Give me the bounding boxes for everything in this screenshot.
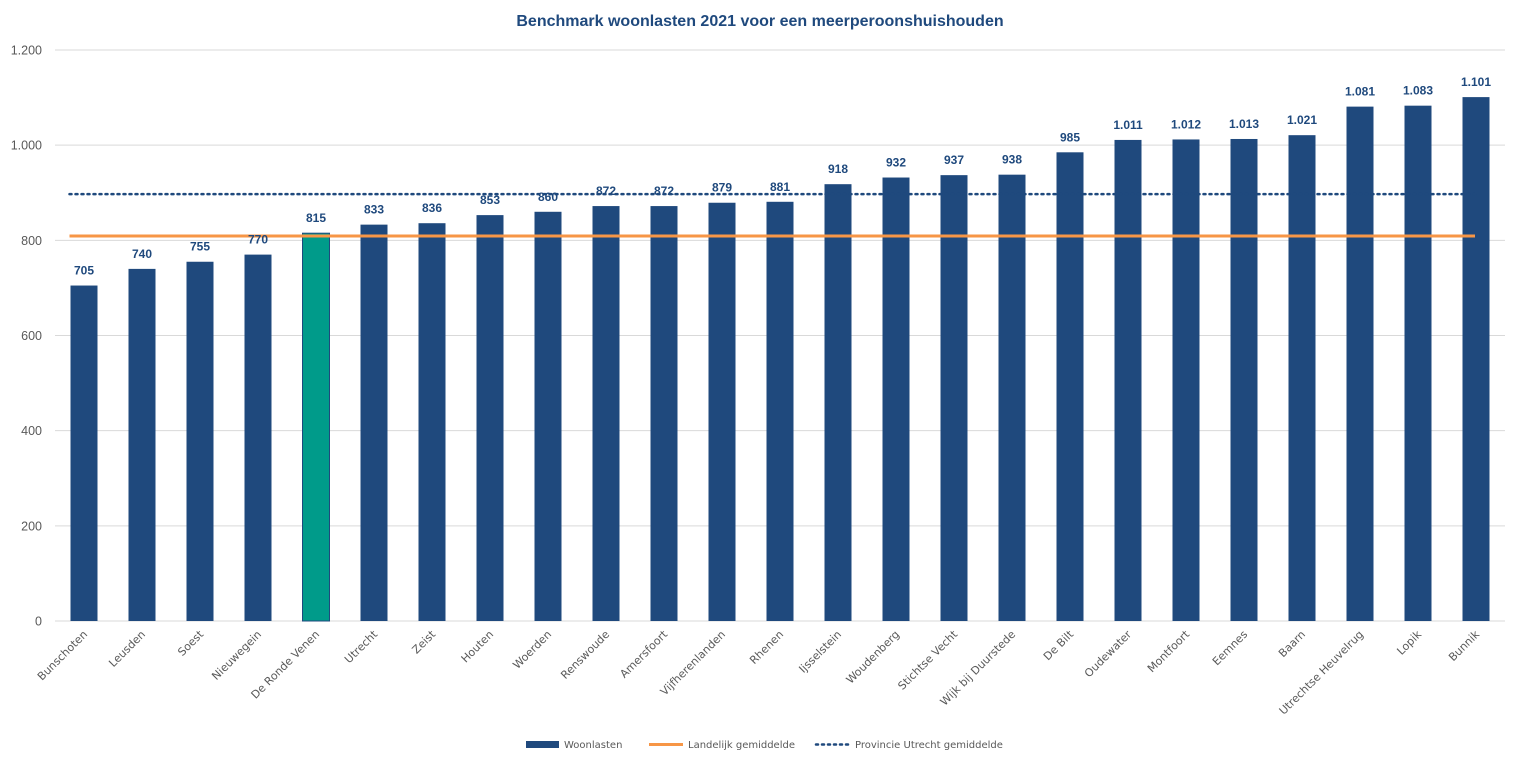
x-tick-label: Nieuwegein <box>209 628 264 683</box>
bar-houten <box>476 215 504 621</box>
y-tick-label: 400 <box>21 424 42 438</box>
x-tick-label: Zeist <box>410 627 439 656</box>
bar-nieuwegein <box>244 254 272 621</box>
x-tick-label: Woerden <box>510 628 554 672</box>
data-label: 755 <box>190 240 210 254</box>
bar-bunschoten <box>70 285 98 621</box>
legend-label-woonlasten: Woonlasten <box>564 740 622 751</box>
x-tick-label: De Bilt <box>1041 627 1077 663</box>
legend-swatch-woonlasten <box>526 741 559 748</box>
data-label: 833 <box>364 203 384 217</box>
data-label: 881 <box>770 180 790 194</box>
reference-lines <box>68 192 1477 238</box>
legend-label-landelijk: Landelijk gemiddelde <box>688 740 795 751</box>
x-tick-label: Leusden <box>106 628 148 670</box>
bar-ijsselstein <box>824 184 852 621</box>
bar-oudewater <box>1114 139 1142 621</box>
data-label: 815 <box>306 211 326 225</box>
y-tick-label: 800 <box>21 234 42 248</box>
data-label: 1.083 <box>1403 84 1433 98</box>
bar-leusden <box>128 268 156 621</box>
x-tick-label: Ijsselstein <box>796 628 844 676</box>
data-label: 879 <box>712 181 732 195</box>
bar-baarn <box>1288 135 1316 621</box>
data-label: 1.012 <box>1171 117 1201 131</box>
y-tick-label: 1.200 <box>11 44 42 58</box>
x-tick-label: Rhenen <box>747 628 786 667</box>
bar-de-ronde-venen <box>302 232 330 622</box>
bar-soest <box>186 261 214 621</box>
y-tick-label: 200 <box>21 519 42 533</box>
bar-eemnes <box>1230 138 1258 621</box>
bar-stichtse-vecht <box>940 175 968 621</box>
data-label: 1.081 <box>1345 85 1375 99</box>
bar-rhenen <box>766 201 794 621</box>
chart-title: Benchmark woonlasten 2021 voor een meerp… <box>516 13 1003 30</box>
x-tick-label: Montfoort <box>1145 627 1193 675</box>
bar-montfoort <box>1172 139 1200 621</box>
data-label: 872 <box>654 184 674 198</box>
bar-de-bilt <box>1056 152 1084 621</box>
y-tick-label: 0 <box>35 615 42 629</box>
data-label: 770 <box>248 233 268 247</box>
data-label: 872 <box>596 184 616 198</box>
x-tick-label: Stichtse Vecht <box>895 627 960 692</box>
bar-lopik <box>1404 105 1432 622</box>
x-tick-label: Houten <box>459 628 497 666</box>
data-label: 937 <box>944 153 964 167</box>
x-tick-label: Utrecht <box>342 627 380 665</box>
bar-woerden <box>534 211 562 622</box>
data-label: 740 <box>132 247 152 261</box>
data-label: 860 <box>538 190 558 204</box>
bars <box>70 97 1490 622</box>
data-label: 918 <box>828 162 848 176</box>
x-tick-label: Eemnes <box>1210 628 1250 668</box>
bar-zeist <box>418 223 446 621</box>
y-tick-label: 1.000 <box>11 139 42 153</box>
data-label: 1.013 <box>1229 117 1259 131</box>
bar-utrecht <box>360 224 388 621</box>
data-label: 853 <box>480 193 500 207</box>
bar-bunnik <box>1462 97 1490 622</box>
x-tick-label: Baarn <box>1276 628 1308 660</box>
y-tick-label: 600 <box>21 329 42 343</box>
bar-vijfherenlanden <box>708 202 736 621</box>
bar-wijk-bij-duurstede <box>998 174 1026 621</box>
data-label: 836 <box>422 201 442 215</box>
y-axis: 0 200 400 600 800 1.000 1.200 <box>11 44 42 629</box>
x-tick-label: Woudenberg <box>844 628 902 686</box>
x-tick-label: Amersfoort <box>617 627 670 680</box>
x-tick-label: Lopik <box>1394 627 1424 657</box>
data-label: 1.011 <box>1113 118 1143 132</box>
data-labels: 705 740 755 770 815 833 836 853 860 872 872 879 881 9… <box>74 75 1491 277</box>
legend-label-provincie: Provincie Utrecht gemiddelde <box>855 740 1003 751</box>
x-tick-label: Bunschoten <box>35 628 90 683</box>
x-tick-label: Renswoude <box>558 628 612 682</box>
data-label: 985 <box>1060 130 1080 144</box>
bar-utrechtse-heuvelrug <box>1346 106 1374 622</box>
x-tick-label: Oudewater <box>1082 628 1134 680</box>
bar-woudenberg <box>882 177 910 622</box>
legend: Woonlasten Landelijk gemiddelde Provinci… <box>526 740 1003 751</box>
data-label: 705 <box>74 264 94 278</box>
bar-amersfoort <box>650 206 678 621</box>
x-tick-label: Soest <box>175 627 206 658</box>
data-label: 1.101 <box>1461 75 1491 89</box>
data-label: 1.021 <box>1287 113 1317 127</box>
x-tick-label: Bunnik <box>1446 627 1482 663</box>
data-label: 932 <box>886 156 906 170</box>
data-label: 938 <box>1002 153 1022 167</box>
bar-renswoude <box>592 206 620 621</box>
